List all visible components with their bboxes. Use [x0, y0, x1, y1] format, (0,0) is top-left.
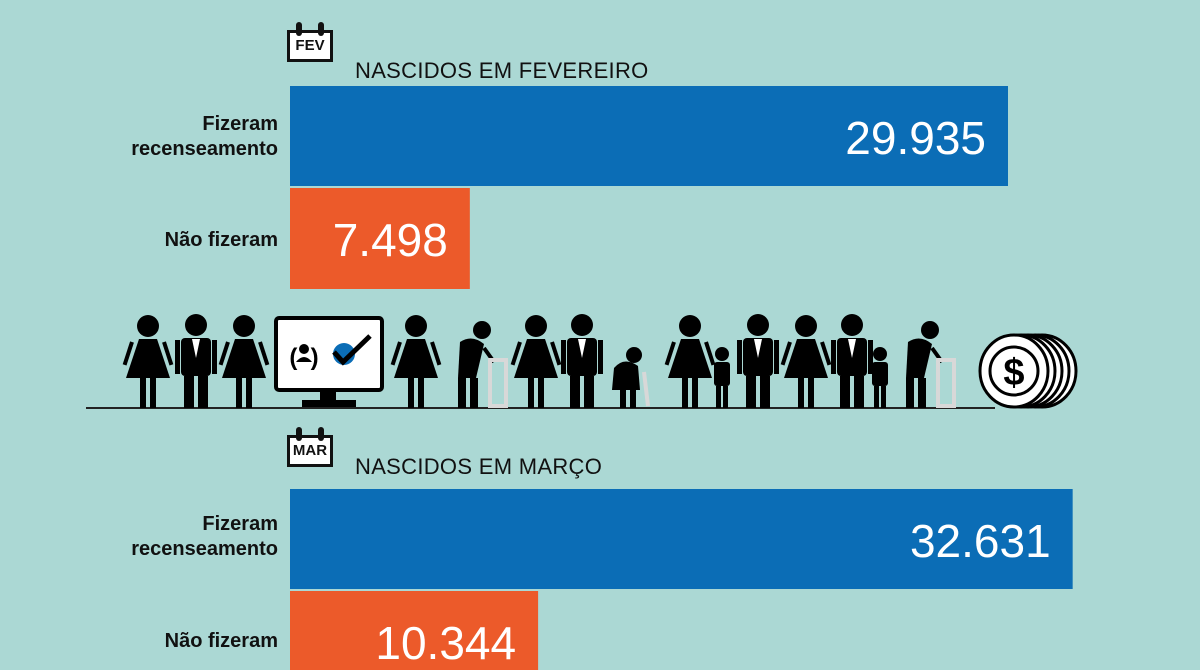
calendar-fev-icon: FEV	[287, 22, 339, 66]
category-label-did-census: Fizeram recenseamento	[131, 513, 278, 560]
bar-did-census	[290, 86, 1008, 186]
man-icon	[175, 314, 217, 408]
value-label-did-not: 10.344	[375, 617, 516, 669]
woman-icon	[780, 315, 832, 408]
child-icon	[872, 347, 888, 408]
man-icon	[561, 314, 603, 408]
coin-stack-icon: $	[978, 333, 1078, 409]
section-title-march: NASCIDOS EM MARÇO	[355, 454, 603, 479]
man-icon	[831, 314, 873, 408]
category-label-did-census: Fizeram recenseamento	[131, 113, 278, 160]
elderly-walker-icon	[458, 321, 508, 408]
value-label-did-not: 7.498	[333, 214, 448, 266]
bars-layer: 29.935 7.498 32.631 10.344	[290, 86, 1073, 670]
woman-icon	[218, 315, 270, 408]
computer-census-icon: ( )	[274, 316, 384, 407]
woman-icon	[390, 315, 442, 408]
bar-did-census	[290, 489, 1073, 589]
value-label-did-census: 32.631	[910, 515, 1051, 567]
man-icon	[737, 314, 779, 408]
category-label-did-not: Não fizeram	[164, 630, 278, 652]
svg-text:$: $	[1003, 352, 1024, 394]
child-icon	[714, 347, 730, 408]
value-label-did-census: 29.935	[845, 112, 986, 164]
woman-icon	[122, 315, 174, 408]
woman-icon	[510, 315, 562, 408]
woman-icon	[664, 315, 716, 408]
calendar-mar-icon: MAR	[287, 427, 339, 471]
bar-did-not	[290, 591, 539, 670]
people-queue-illustration: ( ) $	[86, 314, 1078, 409]
section-title-february: NASCIDOS EM FEVEREIRO	[355, 58, 649, 83]
elderly-woman-cane-icon	[612, 347, 650, 408]
calendar-month-label: MAR	[292, 442, 328, 459]
bar-did-not	[290, 188, 470, 289]
elderly-walker-icon	[906, 321, 956, 408]
category-label-did-not: Não fizeram	[164, 229, 278, 251]
calendar-month-label: FEV	[295, 37, 325, 54]
